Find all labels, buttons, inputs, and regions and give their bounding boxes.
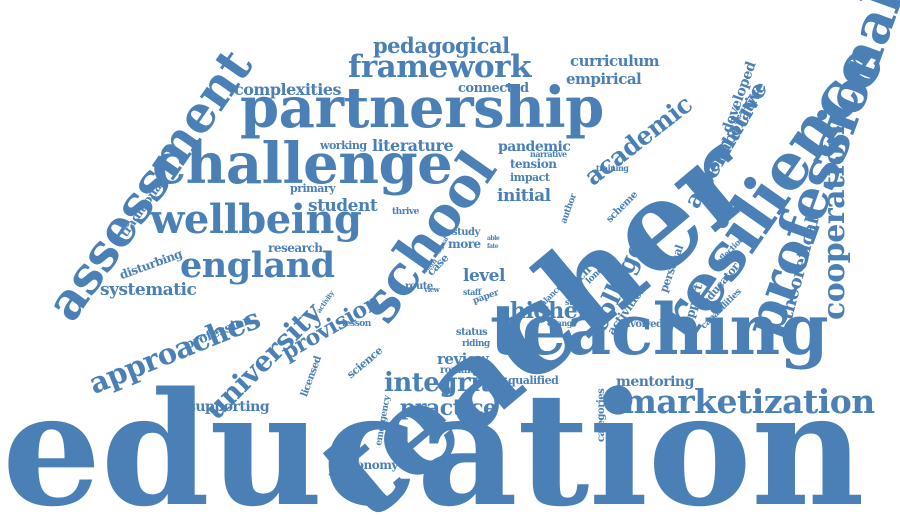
word-student: student	[308, 196, 378, 216]
word-partnership: partnership	[240, 75, 604, 141]
word-change: change	[547, 318, 577, 328]
word-marketization: marketization	[622, 382, 875, 421]
word-roman: roman	[440, 365, 474, 376]
word-fate: fate	[487, 243, 499, 250]
word-supporting: supporting	[188, 399, 270, 415]
word-connected: connected	[458, 81, 529, 96]
word-view: view	[424, 285, 440, 294]
word-level: level	[463, 266, 505, 286]
word-education: education	[2, 358, 865, 516]
word-study: study	[452, 227, 480, 238]
word-complexities: complexities	[234, 80, 342, 99]
word-studies: studies	[565, 297, 594, 307]
word-england: england	[180, 245, 335, 286]
word-riding: riding	[462, 339, 490, 349]
word-framework: framework	[348, 49, 531, 85]
word-practice: practice	[400, 395, 497, 421]
word-challenge: challenge	[152, 131, 453, 197]
word-systematic: systematic	[100, 280, 197, 300]
word-route: route	[405, 281, 433, 292]
word-narrative: narrative	[530, 149, 567, 159]
word-involved: involved	[620, 319, 663, 330]
word-cooperation: cooperation	[817, 124, 852, 320]
word-training: training	[596, 163, 629, 173]
word-more: more	[448, 237, 481, 251]
word-integrity: integrity	[384, 368, 506, 398]
word-teaching: teaching	[490, 288, 829, 371]
word-wellbeing: wellbeing	[150, 196, 362, 243]
word-mentoring: mentoring	[616, 374, 694, 390]
word-taxonomy: taxonomy	[337, 458, 398, 472]
word-thrive: thrive	[392, 207, 419, 217]
word-lesson: lesson	[342, 319, 371, 329]
word-empirical: empirical	[566, 70, 642, 88]
word-staff: staff	[463, 287, 481, 297]
word-literature: literature	[372, 136, 454, 155]
word-pandemic: pandemic	[498, 139, 571, 155]
word-curriculum: curriculum	[570, 52, 660, 70]
word-primary: primary	[290, 182, 336, 195]
word-research: research	[268, 241, 323, 255]
word-able: able	[487, 235, 500, 242]
word-impact: impact	[510, 171, 550, 184]
word-review: review	[437, 350, 489, 368]
word-initial: initial	[497, 186, 551, 206]
word-status: status	[456, 327, 488, 338]
word-categories: categories	[596, 388, 607, 442]
word-working: working	[320, 139, 367, 152]
word-pedagogical: pedagogical	[373, 33, 510, 58]
word-higher: higher	[510, 298, 589, 324]
word-tension: tension	[510, 157, 557, 171]
word-qualified: qualified	[508, 374, 559, 387]
